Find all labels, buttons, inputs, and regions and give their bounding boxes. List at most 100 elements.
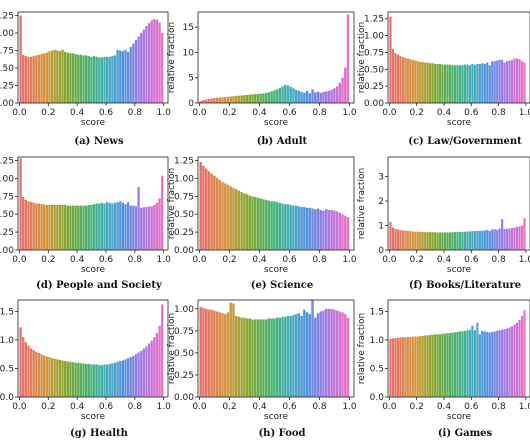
chart-6-bar <box>24 342 28 397</box>
chart-2-bar <box>501 59 504 103</box>
chart-5-bar <box>451 232 454 250</box>
chart-6-bar <box>50 358 54 397</box>
chart-8-bar <box>453 332 457 397</box>
chart-2-ytick-label: 0.25 <box>364 82 384 92</box>
chart-5-bar <box>506 228 509 250</box>
chart-1-bar <box>275 89 279 103</box>
chart-2-bar <box>466 64 469 103</box>
chart-7-bar <box>243 317 246 397</box>
chart-7-ytick-label: 0.75 <box>174 327 194 337</box>
chart-4-bar <box>338 212 342 250</box>
chart-2-ytick-label: 1.25 <box>364 15 384 25</box>
chart-8-bar <box>414 336 417 397</box>
chart-0-bar <box>53 49 56 103</box>
chart-1-xtick-label: 0.8 <box>312 108 327 118</box>
chart-4-bar <box>327 209 331 250</box>
chart-6-ytick-label: 0.5 <box>0 364 14 374</box>
chart-7-ytick-label: 0.00 <box>174 393 194 403</box>
chart-0-bar <box>32 56 35 103</box>
chart-7-ytick-label: 0.50 <box>174 349 194 359</box>
chart-6-bar <box>121 360 125 397</box>
chart-4-bar <box>251 196 254 250</box>
chart-4-bar <box>215 177 219 250</box>
chart-4-bar <box>199 162 202 250</box>
chart-5-xtick-label: 0.6 <box>464 255 479 265</box>
chart-6-bar <box>111 363 114 397</box>
chart-2-bar <box>458 65 462 103</box>
chart-5-xtick-label: 0.4 <box>437 255 452 265</box>
chart-6-bar <box>103 364 106 397</box>
chart-0-ytick-label: 0.50 <box>0 64 14 74</box>
chart-4-xtick-label: 0.2 <box>222 255 236 265</box>
chart-3-ytick-label: 1.00 <box>0 174 14 184</box>
chart-8-bar <box>518 319 521 397</box>
chart-1-bar <box>215 97 219 103</box>
chart-3-bar <box>69 205 72 250</box>
chart-7-bar <box>215 311 219 397</box>
chart-7-bar <box>297 313 301 397</box>
chart-8-bar <box>419 335 422 397</box>
chart-0-bar <box>27 56 30 103</box>
chart-7-bar <box>330 308 333 397</box>
chart-4-ylabel: relative fraction <box>167 168 177 239</box>
chart-4-bar <box>335 211 339 250</box>
chart-5-bar <box>515 226 519 250</box>
chart-0-bar <box>56 50 59 103</box>
chart-4-bar <box>243 193 246 250</box>
chart-6-bar <box>161 304 164 397</box>
chart-7-bars <box>199 300 350 397</box>
chart-4-bar <box>324 209 328 250</box>
chart-6-xtick-label: 0.6 <box>99 402 114 412</box>
chart-7-bar <box>284 316 287 397</box>
chart-8-bar <box>523 310 526 397</box>
chart-7-bar <box>303 309 306 397</box>
chart-8-bar <box>476 322 479 397</box>
chart-3-xtick-label: 0.0 <box>12 255 27 265</box>
chart-3-xlabel: score <box>81 265 106 275</box>
chart-0-bar <box>43 53 46 103</box>
chart-6-bar <box>32 350 35 397</box>
chart-1-xtick-label: 1.0 <box>342 108 357 118</box>
chart-8-frame <box>387 299 530 398</box>
chart-4-bar <box>229 186 232 250</box>
chart-1-bar <box>248 94 252 103</box>
chart-6-bar <box>56 359 59 397</box>
chart-5-bar <box>436 232 439 250</box>
chart-0-bar <box>95 56 98 103</box>
chart-3-bar <box>98 203 101 250</box>
chart-7-bar <box>229 302 232 397</box>
chart-2-bar <box>471 63 474 103</box>
chart-3-bar <box>108 202 111 250</box>
chart-4-bar <box>292 205 295 250</box>
chart-3-bar <box>153 204 156 250</box>
chart-4-bar <box>289 204 292 250</box>
chart-2-frame <box>387 11 530 104</box>
chart-8-bar <box>434 334 437 397</box>
chart-2-bar <box>434 63 437 103</box>
chart-8-bar <box>431 334 434 397</box>
chart-5-ylabel: relative fraction <box>357 168 367 239</box>
chart-0-bar <box>137 36 140 103</box>
chart-5-bar <box>476 230 479 250</box>
chart-5-bar <box>488 230 491 250</box>
chart-3-bar <box>82 205 85 250</box>
chart-1-bar <box>207 98 211 103</box>
chart-0-bar <box>85 55 88 103</box>
chart-3-bar <box>113 202 117 250</box>
chart-3-xtick-label: 0.8 <box>128 255 143 265</box>
chart-5-ytick-label: 3 <box>378 173 384 183</box>
chart-0-bar <box>145 26 148 103</box>
chart-1-bar <box>292 88 295 103</box>
chart-5-ytick-label: 1 <box>378 222 384 232</box>
chart-0-xtick-label: 0.4 <box>70 108 85 118</box>
chart-6-bar <box>108 363 111 397</box>
chart-0-xtick-label: 1.0 <box>157 108 172 118</box>
chart-5-bar <box>399 229 402 250</box>
chart-1-bar <box>303 92 306 103</box>
chart-7-bar <box>213 310 216 397</box>
chart-7-bar <box>207 309 211 397</box>
chart-4-bar <box>210 173 213 250</box>
chart-6-bar <box>48 357 51 397</box>
chart-4-bar <box>267 200 271 250</box>
chart-5-bar <box>406 230 409 250</box>
